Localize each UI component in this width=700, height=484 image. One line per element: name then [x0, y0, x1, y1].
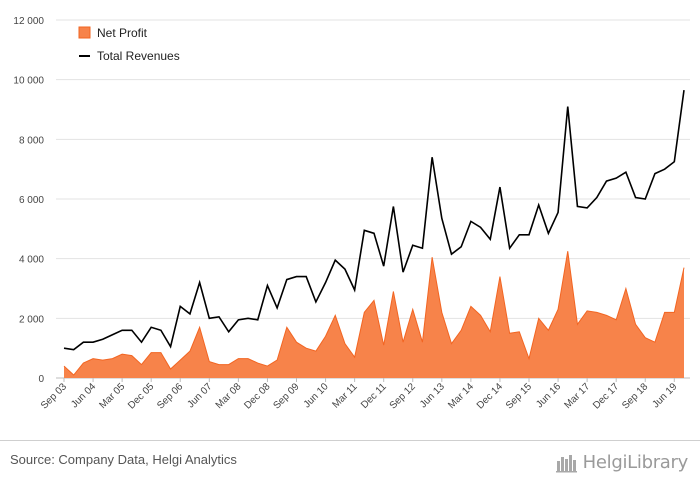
- x-tick-label: Mar 05: [97, 381, 127, 411]
- x-tick-label: Jun 07: [185, 381, 214, 410]
- x-tick-label: Mar 14: [446, 381, 476, 411]
- chart: 0 2 000 4 000 6 000 8 000 10 000 12 000 Sep 03…: [13, 16, 690, 412]
- y-tick-label: 10 000: [13, 76, 44, 87]
- x-tick-label: Jun 16: [534, 381, 563, 410]
- brand-name: HelgiLibrary: [582, 451, 689, 473]
- x-tick-label: Dec 17: [591, 381, 621, 411]
- net-profit-line: [63, 251, 685, 376]
- x-tick-label: Sep 09: [271, 381, 301, 411]
- gridlines: [56, 19, 690, 379]
- x-tick-label: Sep 03: [39, 381, 69, 411]
- x-tick-label: Mar 17: [562, 381, 592, 411]
- y-tick-label: 12 000: [13, 16, 44, 27]
- total-revenues-line: [63, 90, 685, 351]
- x-tick-label: Jun 13: [418, 381, 447, 410]
- x-tick-label: Sep 15: [504, 381, 534, 411]
- x-tick-label: Sep 18: [620, 381, 650, 411]
- x-tick-label: Dec 05: [126, 381, 156, 411]
- x-tick-label: Sep 06: [155, 381, 185, 411]
- x-tick-label: Dec 08: [242, 381, 272, 411]
- library-icon: [555, 455, 577, 473]
- x-tick-label: Sep 12: [388, 381, 418, 411]
- legend: Net Profit Total Revenues: [78, 26, 180, 63]
- x-tick-label: Dec 11: [359, 381, 389, 411]
- x-tick-label: Jun 10: [302, 381, 331, 410]
- y-tick-label: 8 000: [19, 135, 44, 146]
- y-tick-label: 2 000: [19, 314, 44, 325]
- y-tick-label: 6 000: [19, 195, 44, 206]
- net-profit-area: [64, 251, 684, 378]
- helgi-library-logo: HelgiLibrary: [555, 449, 688, 475]
- legend-label-net-profit: Net Profit: [97, 26, 148, 40]
- plot-area: [63, 90, 685, 378]
- source-note: Source: Company Data, Helgi Analytics: [10, 452, 237, 467]
- x-tick-label: Mar 08: [214, 381, 244, 411]
- legend-label-total-revenues: Total Revenues: [97, 49, 180, 63]
- legend-swatch-net-profit: [78, 26, 91, 39]
- y-tick-label: 4 000: [19, 255, 44, 266]
- y-axis: 0 2 000 4 000 6 000 8 000 10 000 12 000: [13, 16, 44, 385]
- y-tick-label: 0: [38, 374, 44, 385]
- footer: Source: Company Data, Helgi Analytics He…: [0, 440, 700, 484]
- x-tick-label: Dec 14: [475, 381, 505, 411]
- x-tick-label: Mar 11: [330, 381, 360, 411]
- x-tick-label: Jun 19: [650, 381, 679, 410]
- x-tick-label: Jun 04: [69, 381, 98, 410]
